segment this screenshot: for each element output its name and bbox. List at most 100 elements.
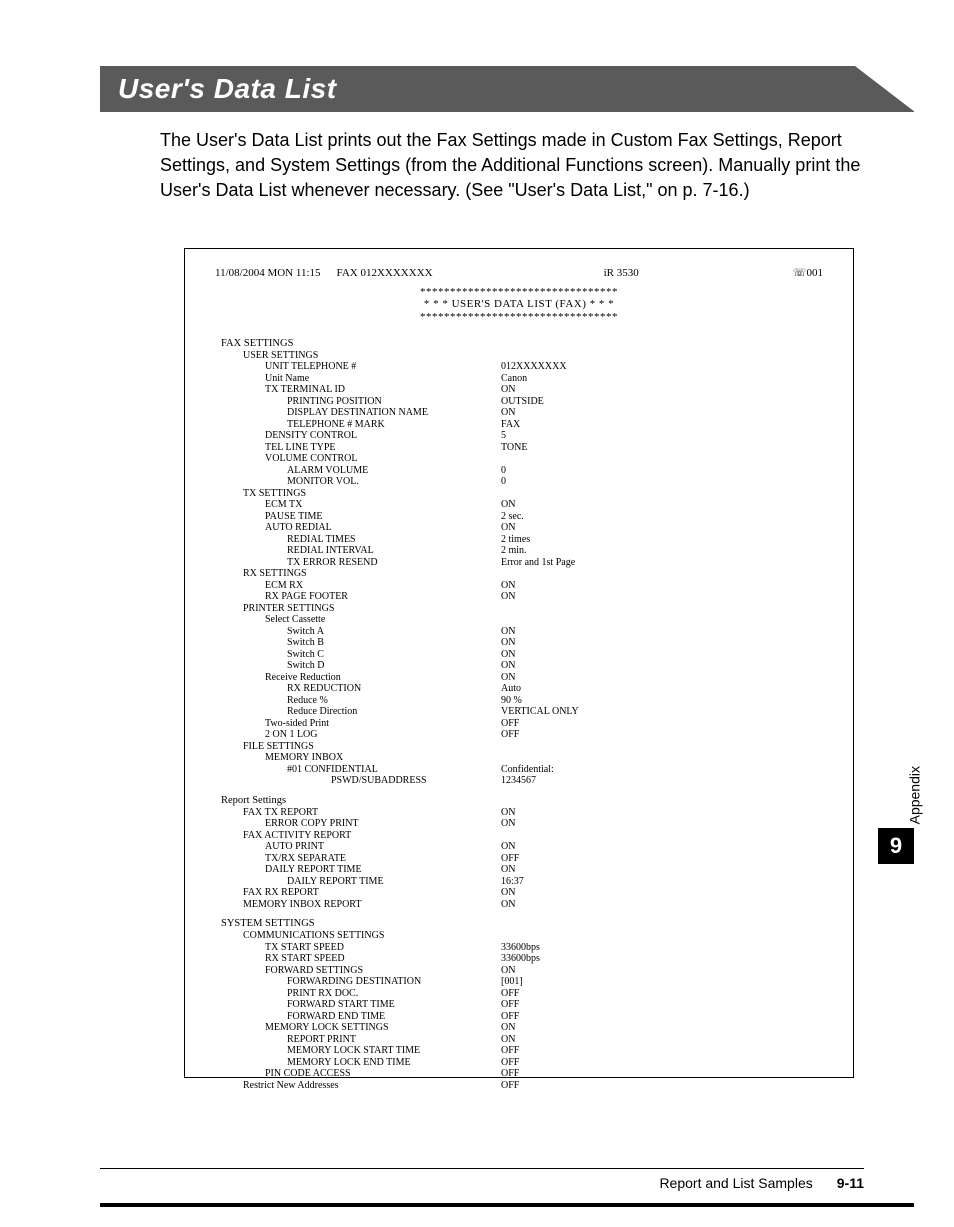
setting-value: OFF: [501, 1068, 519, 1080]
setting-label: MEMORY LOCK END TIME: [287, 1057, 501, 1069]
stars-top: *********************************: [215, 286, 823, 299]
setting-label: DAILY REPORT TIME: [265, 864, 501, 876]
setting-row: TX ERROR RESENDError and 1st Page: [287, 557, 823, 569]
setting-label: FAX SETTINGS: [221, 338, 501, 350]
setting-value: ON: [501, 899, 515, 911]
setting-label: MEMORY INBOX: [265, 752, 501, 764]
section-title: User's Data List: [118, 73, 337, 105]
setting-value: Confidential:: [501, 764, 554, 776]
setting-value: 5: [501, 430, 506, 442]
setting-label: RX SETTINGS: [243, 568, 501, 580]
setting-row: FORWARD SETTINGSON: [265, 965, 823, 977]
setting-row: DAILY REPORT TIMEON: [265, 864, 823, 876]
setting-label: VOLUME CONTROL: [265, 453, 501, 465]
setting-value: ON: [501, 660, 515, 672]
setting-row: AUTO REDIALON: [265, 522, 823, 534]
setting-label: AUTO PRINT: [265, 841, 501, 853]
setting-row: DAILY REPORT TIME16:37: [287, 876, 823, 888]
setting-row: MONITOR VOL.0: [287, 476, 823, 488]
setting-heading: FAX ACTIVITY REPORT: [243, 830, 823, 842]
setting-row: PIN CODE ACCESSOFF: [265, 1068, 823, 1080]
setting-value: OFF: [501, 729, 519, 741]
setting-value: ON: [501, 407, 515, 419]
setting-value: OFF: [501, 988, 519, 1000]
setting-heading: Report Settings: [221, 795, 823, 807]
setting-label: 2 ON 1 LOG: [265, 729, 501, 741]
report-title-block: ********************************* * * * …: [215, 286, 823, 324]
setting-row: FORWARD START TIMEOFF: [287, 999, 823, 1011]
setting-row: AUTO PRINTON: [265, 841, 823, 853]
section-title-bar: User's Data List: [100, 66, 914, 112]
setting-label: REDIAL TIMES: [287, 534, 501, 546]
setting-value: Canon: [501, 373, 527, 385]
setting-row: MEMORY LOCK END TIMEOFF: [287, 1057, 823, 1069]
setting-value: OFF: [501, 1080, 519, 1092]
report-rows: FAX SETTINGSUSER SETTINGSUNIT TELEPHONE …: [215, 338, 823, 1092]
footer-text: Report and List Samples: [659, 1175, 812, 1191]
setting-value: Auto: [501, 683, 521, 695]
spacer: [215, 787, 823, 795]
setting-value: 33600bps: [501, 953, 540, 965]
setting-row: ECM TXON: [265, 499, 823, 511]
setting-label: ECM RX: [265, 580, 501, 592]
setting-value: Error and 1st Page: [501, 557, 575, 569]
setting-label: COMMUNICATIONS SETTINGS: [243, 930, 501, 942]
setting-label: FAX TX REPORT: [243, 807, 501, 819]
setting-row: Restrict New AddressesOFF: [243, 1080, 823, 1092]
setting-value: 16:37: [501, 876, 524, 888]
setting-value: ON: [501, 384, 515, 396]
setting-label: FORWARD SETTINGS: [265, 965, 501, 977]
setting-value: 90 %: [501, 695, 522, 707]
setting-row: #01 CONFIDENTIALConfidential:: [287, 764, 823, 776]
setting-row: TX START SPEED33600bps: [265, 942, 823, 954]
setting-row: FAX RX REPORTON: [243, 887, 823, 899]
setting-label: TX TERMINAL ID: [265, 384, 501, 396]
setting-row: Receive ReductionON: [265, 672, 823, 684]
setting-heading: USER SETTINGS: [243, 350, 823, 362]
setting-row: Two-sided PrintOFF: [265, 718, 823, 730]
setting-label: Reduce Direction: [287, 706, 501, 718]
intro-paragraph: The User's Data List prints out the Fax …: [160, 128, 864, 204]
setting-row: UNIT TELEPHONE #012XXXXXXX: [265, 361, 823, 373]
setting-value: 0: [501, 476, 506, 488]
setting-label: FORWARD END TIME: [287, 1011, 501, 1023]
setting-label: RX START SPEED: [265, 953, 501, 965]
setting-label: Two-sided Print: [265, 718, 501, 730]
setting-heading: SYSTEM SETTINGS: [221, 918, 823, 930]
setting-row: TX TERMINAL IDON: [265, 384, 823, 396]
setting-label: PIN CODE ACCESS: [265, 1068, 501, 1080]
setting-value: ON: [501, 649, 515, 661]
setting-row: MEMORY INBOX REPORTON: [243, 899, 823, 911]
setting-label: ERROR COPY PRINT: [265, 818, 501, 830]
setting-value: ON: [501, 807, 515, 819]
setting-label: USER SETTINGS: [243, 350, 501, 362]
setting-label: FAX ACTIVITY REPORT: [243, 830, 501, 842]
setting-value: 0: [501, 465, 506, 477]
setting-label: SYSTEM SETTINGS: [221, 918, 501, 930]
setting-row: Reduce %90 %: [287, 695, 823, 707]
setting-label: Report Settings: [221, 795, 501, 807]
setting-label: #01 CONFIDENTIAL: [287, 764, 501, 776]
setting-value: FAX: [501, 419, 520, 431]
setting-value: OFF: [501, 853, 519, 865]
setting-row: Switch DON: [287, 660, 823, 672]
setting-value: ON: [501, 637, 515, 649]
setting-label: TX ERROR RESEND: [287, 557, 501, 569]
header-page-num: 001: [807, 267, 824, 279]
setting-row: TELEPHONE # MARKFAX: [287, 419, 823, 431]
setting-value: ON: [501, 591, 515, 603]
setting-label: ECM TX: [265, 499, 501, 511]
setting-row: ALARM VOLUME0: [287, 465, 823, 477]
setting-label: UNIT TELEPHONE #: [265, 361, 501, 373]
setting-label: PSWD/SUBADDRESS: [331, 775, 501, 787]
setting-heading: VOLUME CONTROL: [265, 453, 823, 465]
setting-label: FILE SETTINGS: [243, 741, 501, 753]
setting-label: PAUSE TIME: [265, 511, 501, 523]
setting-label: PRINT RX DOC.: [287, 988, 501, 1000]
setting-label: TX START SPEED: [265, 942, 501, 954]
setting-label: PRINTER SETTINGS: [243, 603, 501, 615]
setting-value: OUTSIDE: [501, 396, 544, 408]
setting-label: MEMORY INBOX REPORT: [243, 899, 501, 911]
header-page: ☏001: [793, 267, 823, 280]
setting-label: FORWARD START TIME: [287, 999, 501, 1011]
